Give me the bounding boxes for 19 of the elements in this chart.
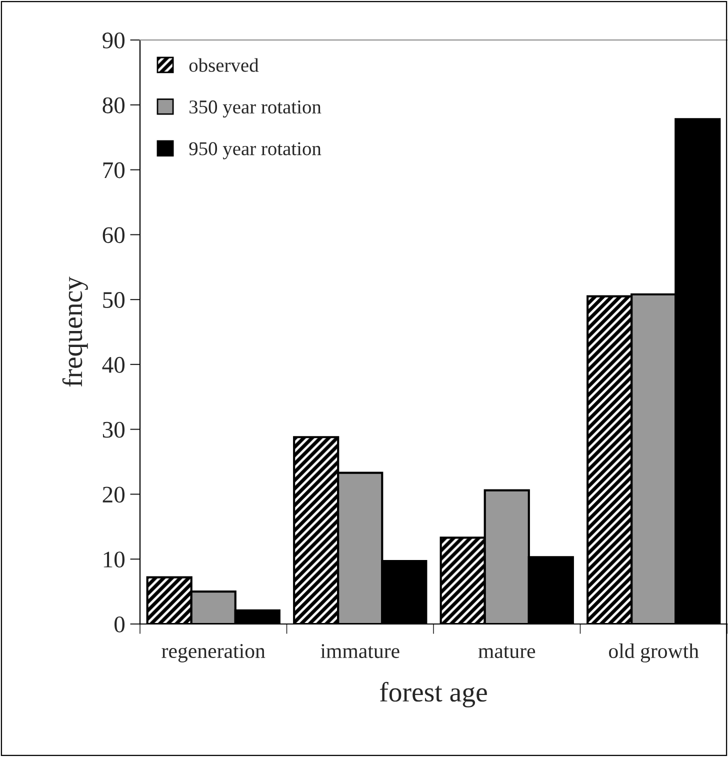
- legend-label: 950 year rotation: [189, 142, 322, 160]
- x-tick-label: regeneration: [162, 644, 266, 662]
- y-tick-label: 30: [102, 422, 125, 438]
- y-tick-label: 50: [103, 292, 125, 308]
- y-tick-label: 80: [102, 97, 125, 114]
- y-tick-label: 0: [114, 616, 125, 632]
- y-tick-label: 90: [102, 32, 125, 48]
- x-tick-label: immature: [320, 644, 400, 658]
- x-tick-label: old growth: [608, 643, 699, 662]
- y-tick-label: 40: [102, 356, 125, 373]
- y-tick-label: 10: [104, 552, 125, 568]
- x-axis-title: forest age: [380, 682, 487, 708]
- x-tick-label: mature: [478, 646, 536, 658]
- y-tick-label: 70: [103, 162, 125, 178]
- legend-label: 350 year rotation: [190, 100, 322, 118]
- y-tick-label: 60: [102, 227, 125, 244]
- y-tick-label: 20: [102, 486, 125, 503]
- y-axis-title: frequency: [62, 276, 88, 387]
- legend-label: observed: [189, 58, 259, 72]
